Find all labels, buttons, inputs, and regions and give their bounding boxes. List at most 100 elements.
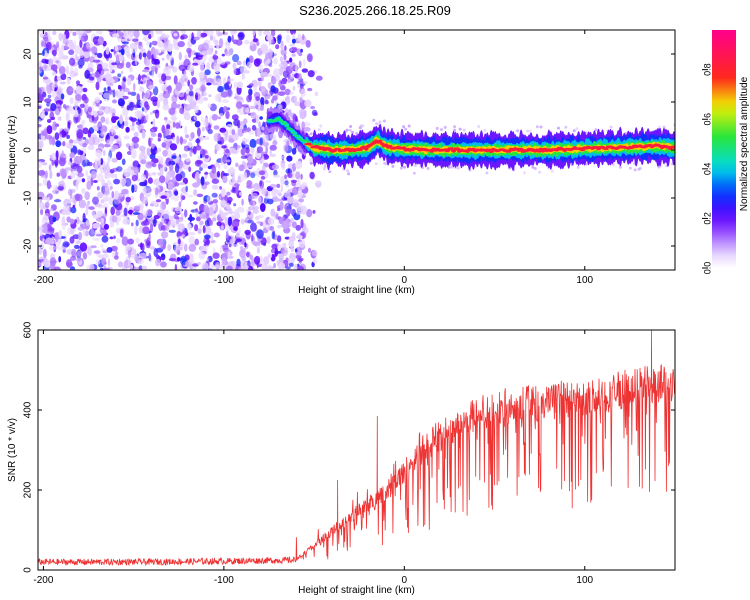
noise-speck <box>276 183 281 188</box>
noise-speck <box>215 65 220 74</box>
snr-ytick-label: 0 <box>23 567 34 573</box>
noise-speck <box>355 132 359 136</box>
noise-speck <box>202 225 206 234</box>
noise-speck <box>282 220 289 230</box>
noise-speck <box>132 160 140 168</box>
noise-speck <box>129 116 133 121</box>
ridge-cell <box>671 145 675 149</box>
noise-speck <box>374 162 378 166</box>
noise-speck <box>211 192 218 198</box>
noise-speck <box>277 192 282 197</box>
noise-speck <box>576 165 580 169</box>
noise-speck <box>251 192 259 199</box>
noise-speck <box>96 63 103 73</box>
noise-speck <box>557 126 560 130</box>
noise-speck <box>203 204 209 214</box>
noise-speck <box>45 41 52 51</box>
noise-speck <box>516 129 520 133</box>
noise-speck <box>100 125 108 133</box>
noise-speck <box>124 177 132 187</box>
noise-speck <box>100 116 106 123</box>
noise-speck <box>82 136 87 140</box>
noise-speck <box>233 226 238 231</box>
noise-speck <box>220 145 227 149</box>
noise-speck <box>243 118 248 125</box>
noise-speck <box>233 209 239 218</box>
noise-speck <box>96 186 100 191</box>
noise-speck <box>106 139 114 145</box>
noise-speck <box>154 64 161 69</box>
noise-speck <box>168 219 176 228</box>
noise-speck <box>125 244 131 252</box>
noise-speck <box>181 195 186 201</box>
noise-speck <box>127 238 134 245</box>
noise-speck <box>458 127 462 131</box>
noise-speck <box>146 187 152 193</box>
noise-speck <box>462 128 466 132</box>
noise-speck <box>68 105 72 112</box>
heatmap-ytick-label: -20 <box>23 238 34 253</box>
noise-speck <box>85 207 89 216</box>
noise-speck <box>252 209 259 214</box>
noise-speck <box>134 225 138 235</box>
noise-speck <box>203 117 209 127</box>
heatmap-ytick-label: 10 <box>23 96 34 108</box>
noise-speck <box>120 124 124 129</box>
snr-frame <box>37 329 676 571</box>
noise-speck <box>184 209 188 218</box>
noise-speck <box>151 40 158 46</box>
noise-speck <box>43 248 47 259</box>
noise-speck <box>485 171 489 175</box>
noise-speck <box>284 45 287 52</box>
noise-speck <box>109 173 116 178</box>
noise-speck <box>79 150 84 155</box>
noise-speck <box>218 81 222 86</box>
noise-speck <box>115 89 119 97</box>
noise-speck <box>250 111 257 119</box>
noise-speck <box>285 34 291 44</box>
noise-speck <box>223 164 228 169</box>
noise-speck <box>304 109 307 118</box>
noise-speck <box>179 107 185 115</box>
noise-speck <box>192 62 199 66</box>
noise-speck <box>39 230 43 236</box>
ridge-cell <box>284 125 290 128</box>
noise-speck <box>109 121 113 125</box>
noise-speck <box>289 57 293 63</box>
noise-speck <box>260 203 266 212</box>
noise-speck <box>128 31 134 41</box>
noise-speck <box>292 221 297 229</box>
noise-speck <box>351 130 355 134</box>
noise-speck <box>110 49 114 52</box>
noise-speck <box>38 105 42 109</box>
noise-speck <box>225 159 231 163</box>
noise-speck <box>297 265 304 270</box>
noise-speck <box>167 149 172 159</box>
noise-speck <box>92 196 99 205</box>
noise-speck <box>213 125 220 130</box>
noise-speck <box>79 242 88 252</box>
noise-speck <box>383 161 386 165</box>
noise-speck <box>199 63 205 71</box>
noise-speck <box>176 257 181 262</box>
noise-speck <box>633 168 637 172</box>
noise-speck <box>285 95 291 105</box>
noise-speck <box>68 43 76 51</box>
noise-speck <box>178 182 185 186</box>
noise-speck <box>76 129 84 139</box>
noise-speck <box>313 112 318 116</box>
noise-speck <box>177 93 185 97</box>
noise-speck <box>131 253 135 259</box>
noise-speck <box>69 97 74 104</box>
noise-speck <box>161 85 168 92</box>
noise-speck <box>195 208 199 212</box>
noise-speck <box>533 167 537 170</box>
noise-speck <box>180 246 183 251</box>
noise-speck <box>202 80 205 85</box>
noise-speck <box>227 216 232 227</box>
noise-speck <box>278 262 286 270</box>
noise-speck <box>212 55 219 60</box>
noise-speck <box>151 172 157 176</box>
noise-speck <box>53 266 61 270</box>
noise-speck <box>172 176 176 182</box>
